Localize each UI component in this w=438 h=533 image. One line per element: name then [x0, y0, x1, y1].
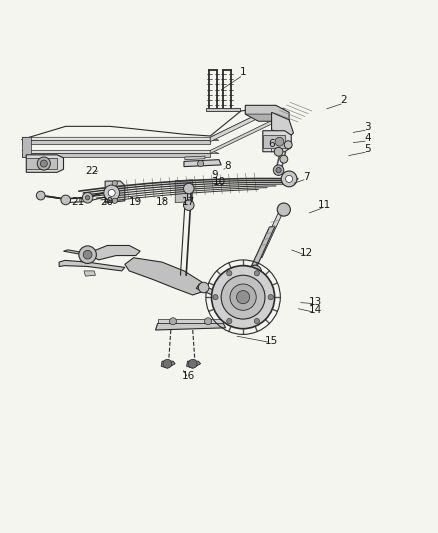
Text: 20: 20	[101, 197, 114, 207]
Text: 13: 13	[309, 296, 322, 306]
Circle shape	[184, 183, 194, 194]
Polygon shape	[22, 138, 31, 157]
Text: 1: 1	[240, 67, 247, 77]
Polygon shape	[105, 181, 125, 203]
Polygon shape	[26, 158, 57, 169]
Text: 16: 16	[182, 371, 195, 381]
Text: 2: 2	[340, 95, 347, 105]
Circle shape	[227, 271, 232, 276]
Polygon shape	[22, 138, 219, 140]
Circle shape	[83, 251, 92, 259]
Polygon shape	[64, 250, 92, 255]
Text: 3: 3	[364, 122, 371, 132]
Circle shape	[252, 269, 258, 275]
Polygon shape	[161, 361, 175, 368]
Polygon shape	[26, 155, 64, 172]
Circle shape	[108, 189, 115, 197]
Polygon shape	[59, 260, 125, 271]
Text: 9: 9	[211, 169, 218, 180]
Polygon shape	[263, 131, 291, 152]
Circle shape	[104, 185, 120, 201]
Polygon shape	[196, 284, 239, 300]
Polygon shape	[210, 106, 276, 140]
Polygon shape	[249, 226, 275, 272]
Polygon shape	[210, 106, 276, 142]
Circle shape	[280, 155, 288, 163]
Text: 21: 21	[71, 197, 85, 207]
Circle shape	[37, 157, 50, 170]
Text: 19: 19	[129, 197, 142, 207]
Text: 14: 14	[309, 305, 322, 316]
Circle shape	[277, 203, 290, 216]
Circle shape	[36, 191, 45, 200]
Circle shape	[268, 295, 273, 300]
Circle shape	[286, 175, 293, 182]
Text: 12: 12	[300, 248, 313, 259]
Polygon shape	[175, 180, 193, 203]
Circle shape	[275, 138, 284, 146]
Circle shape	[213, 295, 218, 300]
Text: 6: 6	[268, 139, 275, 149]
Circle shape	[198, 282, 209, 293]
Text: 4: 4	[364, 133, 371, 143]
Polygon shape	[22, 140, 210, 144]
Circle shape	[198, 160, 204, 167]
Circle shape	[254, 271, 259, 276]
Circle shape	[274, 147, 283, 156]
Polygon shape	[272, 112, 293, 138]
Polygon shape	[22, 150, 219, 154]
Circle shape	[273, 165, 284, 175]
Circle shape	[112, 198, 117, 204]
Polygon shape	[210, 118, 276, 154]
Circle shape	[112, 181, 117, 186]
Circle shape	[276, 167, 281, 173]
Polygon shape	[125, 258, 206, 295]
Polygon shape	[155, 324, 226, 330]
Polygon shape	[245, 106, 289, 121]
Circle shape	[79, 246, 96, 263]
Circle shape	[230, 284, 256, 310]
Text: 18: 18	[155, 197, 169, 207]
Polygon shape	[245, 114, 289, 121]
Circle shape	[61, 195, 71, 205]
Polygon shape	[22, 154, 210, 157]
Circle shape	[227, 318, 232, 324]
Text: 8: 8	[224, 161, 231, 171]
Polygon shape	[158, 319, 223, 324]
Text: 11: 11	[318, 200, 331, 210]
Circle shape	[281, 171, 297, 187]
Polygon shape	[258, 211, 284, 258]
Text: 7: 7	[303, 172, 310, 182]
Circle shape	[212, 265, 275, 329]
Circle shape	[248, 265, 261, 278]
Circle shape	[221, 275, 265, 319]
Text: 10: 10	[212, 177, 226, 188]
Circle shape	[237, 290, 250, 304]
Polygon shape	[206, 108, 240, 111]
Circle shape	[163, 359, 172, 368]
Text: 5: 5	[364, 144, 371, 154]
Polygon shape	[84, 271, 95, 276]
Circle shape	[284, 141, 292, 149]
Text: 17: 17	[182, 197, 195, 207]
Text: 22: 22	[85, 166, 99, 176]
Circle shape	[254, 318, 259, 324]
Text: 15: 15	[265, 336, 278, 346]
Circle shape	[82, 192, 93, 203]
Circle shape	[85, 196, 90, 200]
Circle shape	[170, 318, 177, 325]
Circle shape	[184, 200, 194, 211]
Circle shape	[40, 160, 47, 167]
Polygon shape	[185, 156, 205, 159]
Circle shape	[205, 318, 212, 325]
Polygon shape	[263, 135, 285, 148]
Circle shape	[188, 359, 197, 368]
Polygon shape	[187, 361, 201, 368]
Polygon shape	[88, 246, 140, 260]
Polygon shape	[184, 159, 221, 167]
